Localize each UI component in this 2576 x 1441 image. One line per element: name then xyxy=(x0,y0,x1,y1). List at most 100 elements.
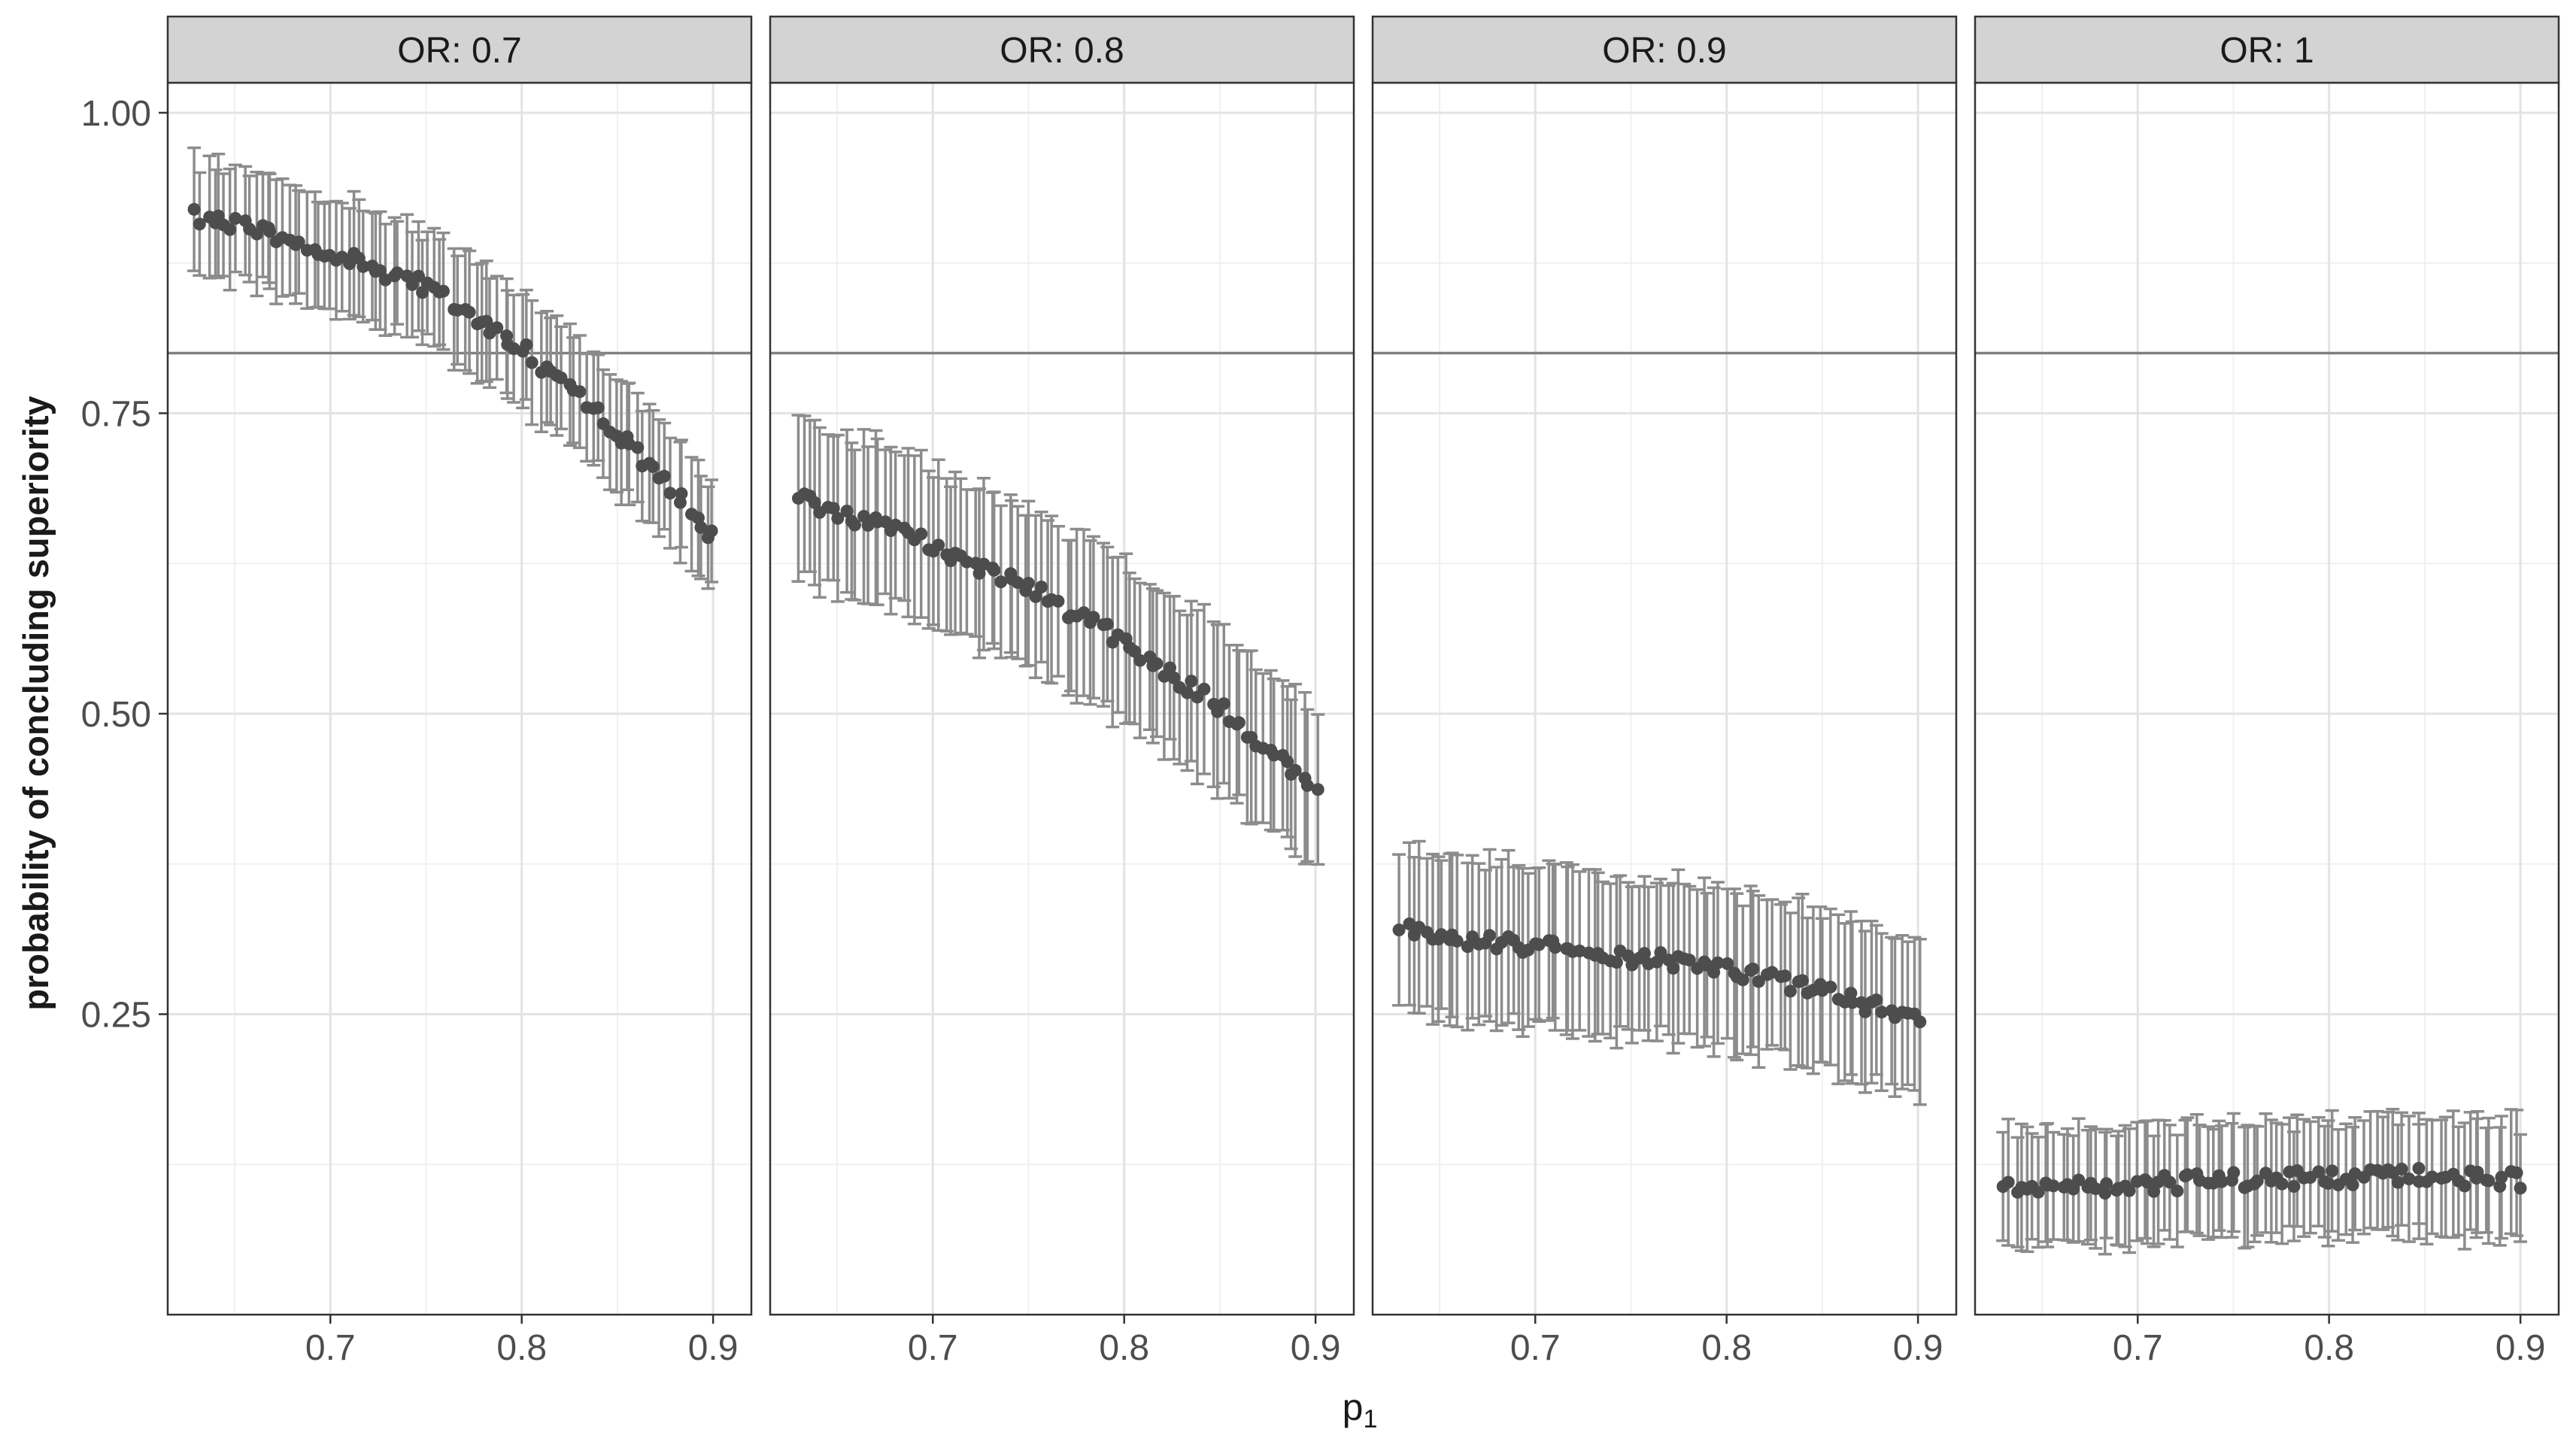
data-point xyxy=(480,314,493,328)
data-point xyxy=(1300,778,1314,792)
data-point xyxy=(1858,1005,1872,1018)
data-point xyxy=(1549,941,1562,954)
data-point xyxy=(525,356,539,369)
data-point xyxy=(292,235,305,249)
panel-background xyxy=(168,83,751,1315)
x-tick-label: 0.8 xyxy=(2304,1328,2354,1368)
data-point xyxy=(1824,980,1837,994)
data-point xyxy=(1875,1006,1889,1019)
data-point xyxy=(1532,938,1546,951)
data-point xyxy=(827,502,840,515)
data-points xyxy=(1392,917,1927,1029)
data-point xyxy=(520,338,533,351)
data-point xyxy=(646,460,660,473)
data-point xyxy=(1795,974,1809,987)
data-point xyxy=(2322,1176,2335,1190)
data-point xyxy=(411,269,425,283)
data-point xyxy=(1150,657,1164,670)
data-point xyxy=(840,504,854,517)
data-point xyxy=(2100,1177,2113,1191)
data-point xyxy=(1021,576,1035,590)
data-point xyxy=(2326,1164,2339,1178)
facet-strip xyxy=(769,15,1355,84)
data-point xyxy=(1267,748,1281,762)
data-point xyxy=(2395,1162,2408,1176)
facet-panel: OR: 0.8 0.7 0.8 0.9 xyxy=(769,15,1355,1368)
data-point xyxy=(808,496,821,509)
data-point xyxy=(193,217,206,231)
facet-strip xyxy=(1974,15,2560,84)
data-point xyxy=(2495,1170,2508,1184)
data-point xyxy=(2098,1187,2112,1200)
x-tick-label: 0.7 xyxy=(2113,1328,2163,1368)
data-point xyxy=(2141,1176,2154,1189)
data-point xyxy=(831,511,845,525)
data-point xyxy=(591,401,605,414)
data-point xyxy=(1311,783,1324,796)
y-tick-label: 0.50 xyxy=(81,695,151,735)
data-point xyxy=(1281,755,1294,769)
data-points xyxy=(791,487,1324,796)
y-tick-label: 0.75 xyxy=(81,394,151,434)
data-point xyxy=(343,257,357,271)
data-point xyxy=(657,469,671,483)
data-point xyxy=(1711,956,1725,969)
data-point xyxy=(1035,581,1048,594)
facet-panel: OR: 0.7 0.7 0.8 0.9 xyxy=(166,15,753,1368)
data-point xyxy=(631,441,645,454)
data-point xyxy=(554,371,568,384)
facet-panel: OR: 0.9 0.7 0.8 0.9 xyxy=(1371,15,1958,1368)
data-point xyxy=(1051,594,1065,608)
data-point xyxy=(2402,1172,2416,1185)
data-point xyxy=(436,284,450,298)
data-point xyxy=(1011,576,1024,590)
data-point xyxy=(2312,1165,2326,1179)
facet-strip xyxy=(166,15,753,84)
data-point xyxy=(915,527,928,541)
data-point xyxy=(357,259,370,273)
x-tick-label: 0.7 xyxy=(305,1328,356,1368)
data-point xyxy=(416,286,429,299)
data-points xyxy=(1996,1161,2527,1200)
data-point xyxy=(1778,969,1792,983)
x-tick-label: 0.7 xyxy=(1510,1328,1561,1368)
data-point xyxy=(223,223,237,236)
data-point xyxy=(2180,1168,2194,1182)
panel-background xyxy=(770,83,1354,1315)
x-tick-label: 0.8 xyxy=(496,1328,547,1368)
x-tick-label: 0.9 xyxy=(2496,1328,2546,1368)
data-point xyxy=(1167,671,1181,684)
x-tick-label: 0.8 xyxy=(1099,1328,1149,1368)
data-point xyxy=(663,487,677,500)
facet-strip-label: OR: 0.9 xyxy=(1602,31,1726,71)
data-point xyxy=(1185,675,1198,688)
x-tick-label: 0.9 xyxy=(688,1328,739,1368)
data-point xyxy=(1736,973,1749,987)
data-point xyxy=(2047,1179,2060,1193)
data-point xyxy=(1181,686,1194,699)
data-point xyxy=(1783,984,1797,998)
data-point xyxy=(2072,1173,2086,1187)
data-point xyxy=(1721,957,1734,970)
data-point xyxy=(463,305,476,319)
data-point xyxy=(2001,1176,2015,1189)
facet-strip-label: OR: 0.7 xyxy=(397,31,521,71)
data-point xyxy=(848,518,861,532)
y-axis-label: probability of concluding superiority xyxy=(16,396,56,1010)
data-point xyxy=(694,520,708,534)
facet-strip xyxy=(1371,15,1958,84)
data-points xyxy=(187,202,718,545)
data-point xyxy=(1637,947,1651,960)
data-point xyxy=(2510,1166,2523,1179)
data-point xyxy=(2471,1165,2484,1179)
panel-background xyxy=(1373,83,1956,1315)
data-point xyxy=(490,321,504,335)
data-point xyxy=(2391,1176,2405,1189)
data-point xyxy=(1450,934,1464,948)
data-point xyxy=(2215,1175,2229,1188)
x-axis-label-subscript: 1 xyxy=(1363,1405,1377,1433)
data-point xyxy=(373,264,387,278)
x-axis-label-main: p xyxy=(1343,1386,1364,1428)
facet-strip-label: OR: 0.8 xyxy=(1000,31,1124,71)
